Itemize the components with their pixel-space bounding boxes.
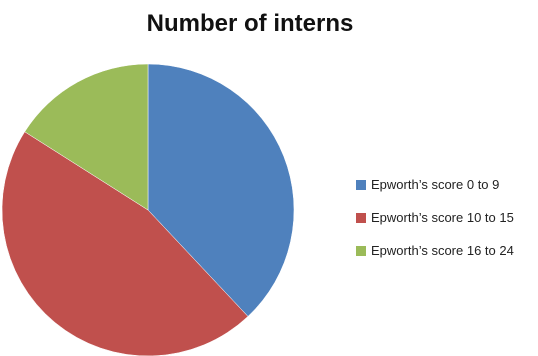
legend-item: Epworth’s score 10 to 15 xyxy=(356,201,538,234)
pie-slice xyxy=(24,63,149,211)
legend-item: Epworth’s score 16 to 24 xyxy=(356,234,538,267)
pie-slice xyxy=(147,63,295,317)
legend-label: Epworth’s score 10 to 15 xyxy=(371,210,514,225)
legend-label: Epworth’s score 16 to 24 xyxy=(371,243,514,258)
pie-slice xyxy=(1,131,249,356)
legend-swatch xyxy=(356,212,366,223)
pie-slices xyxy=(1,63,295,356)
legend-swatch xyxy=(356,245,366,256)
chart-title: Number of interns xyxy=(146,10,354,37)
legend: Epworth’s score 0 to 9 Epworth’s score 1… xyxy=(356,168,538,267)
legend-label: Epworth’s score 0 to 9 xyxy=(371,177,500,192)
legend-swatch xyxy=(356,179,366,190)
legend-item: Epworth’s score 0 to 9 xyxy=(356,168,538,201)
